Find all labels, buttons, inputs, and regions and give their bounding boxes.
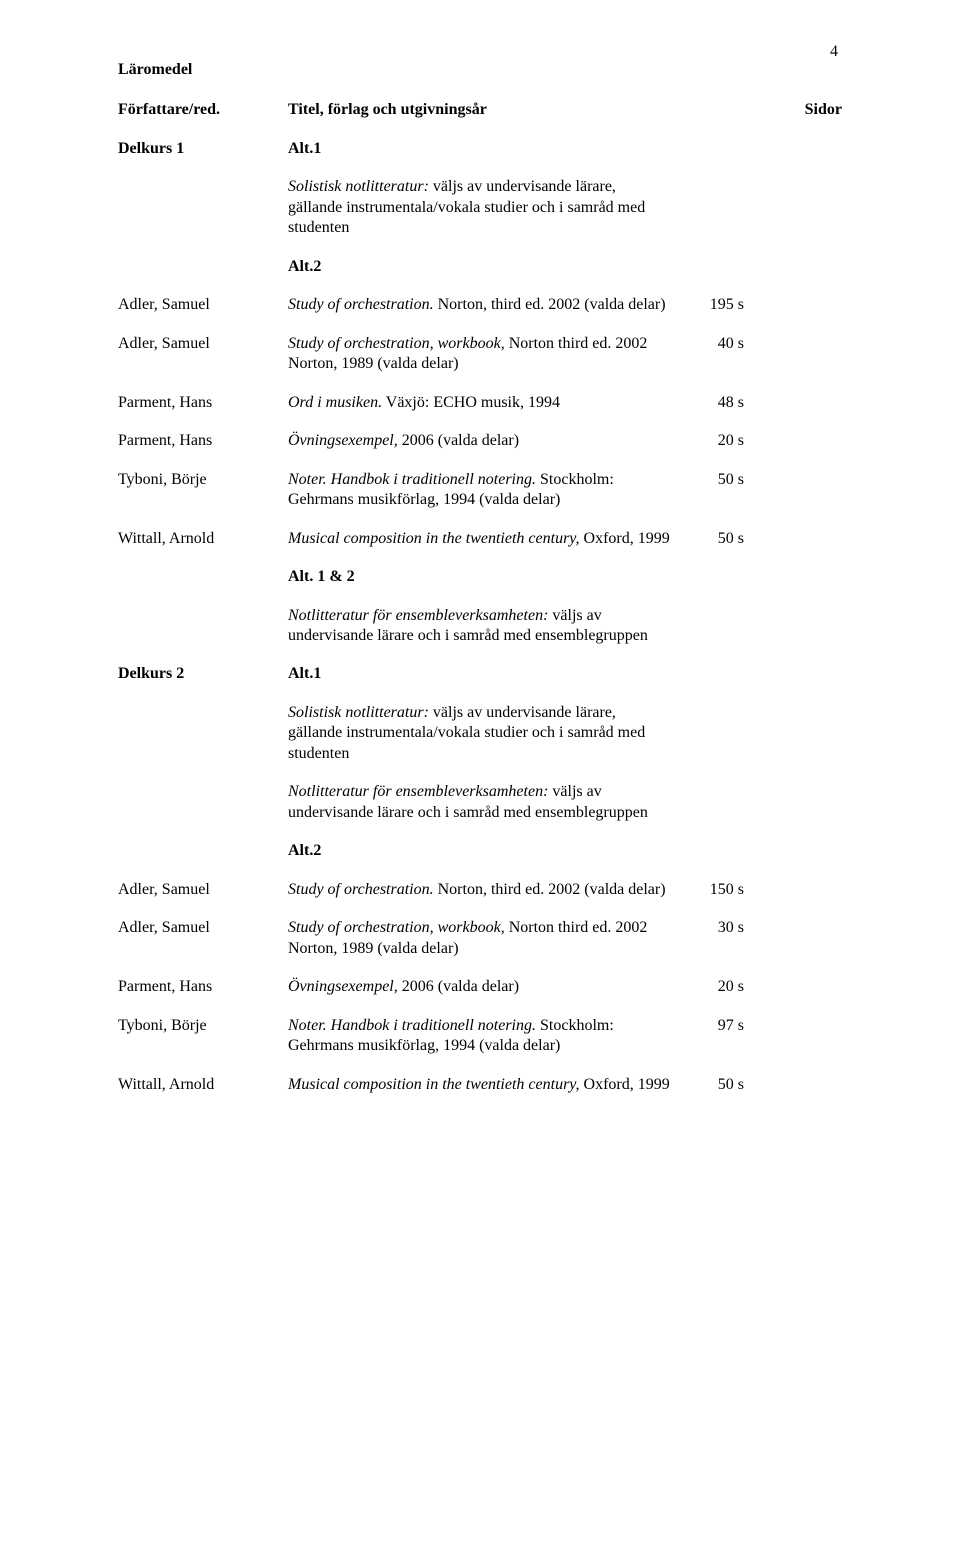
delkurs2-row: Delkurs 2 Alt.1 — [118, 664, 842, 684]
literature-row: Adler, SamuelStudy of orchestration, wor… — [118, 918, 842, 959]
col-header-title: Titel, förlag och utgivningsår — [288, 100, 786, 120]
author-cell: Parment, Hans — [118, 393, 288, 413]
title-italic: Study of orchestration, workbook, — [288, 919, 505, 936]
author-cell: Wittall, Arnold — [118, 1075, 288, 1095]
title-cell: Musical composition in the twentieth cen… — [288, 1075, 688, 1095]
literature-row: Parment, HansÖvningsexempel, 2006 (valda… — [118, 431, 842, 451]
title-italic: Study of orchestration. — [288, 881, 434, 898]
notlitt-prefix-2: Notlitteratur för ensembleverksamheten: — [288, 783, 548, 800]
title-italic: Övningsexempel, — [288, 432, 398, 449]
author-cell: Parment, Hans — [118, 431, 288, 451]
delkurs2-label: Delkurs 2 — [118, 664, 288, 684]
literature-row: Parment, HansÖvningsexempel, 2006 (valda… — [118, 977, 842, 997]
pages-cell: 20 s — [688, 431, 744, 451]
pages-cell: 195 s — [688, 295, 744, 315]
solistisk-prefix-2: Solistisk notlitteratur: — [288, 704, 429, 721]
title-cell: Study of orchestration, workbook, Norton… — [288, 918, 688, 959]
pages-cell: 20 s — [688, 977, 744, 997]
title-italic: Study of orchestration. — [288, 296, 434, 313]
alt12-label: Alt. 1 & 2 — [288, 567, 786, 587]
literature-row: Adler, SamuelStudy of orchestration. Nor… — [118, 295, 842, 315]
pages-cell: 150 s — [688, 880, 744, 900]
title-italic: Noter. Handbok i traditionell notering. — [288, 471, 536, 488]
title-cell: Study of orchestration, workbook, Norton… — [288, 334, 688, 375]
notlitt-block-2: Notlitteratur för ensembleverksamheten: … — [118, 782, 842, 823]
title-cell: Noter. Handbok i traditionell notering. … — [288, 1016, 688, 1057]
title-after: 2006 (valda delar) — [398, 978, 519, 995]
title-italic: Övningsexempel, — [288, 978, 398, 995]
alt1-label-2: Alt.1 — [288, 664, 786, 684]
section-heading: Läromedel Författare/red. Titel, förlag … — [118, 60, 842, 121]
delkurs1-label: Delkurs 1 — [118, 139, 288, 159]
author-cell: Tyboni, Börje — [118, 470, 288, 490]
literature-row: Wittall, ArnoldMusical composition in th… — [118, 529, 842, 549]
author-cell: Tyboni, Börje — [118, 1016, 288, 1036]
title-after: 2006 (valda delar) — [398, 432, 519, 449]
title-italic: Musical composition in the twentieth cen… — [288, 530, 580, 547]
title-after: Växjö: ECHO musik, 1994 — [382, 394, 560, 411]
title-cell: Övningsexempel, 2006 (valda delar) — [288, 977, 688, 997]
pages-cell: 50 s — [688, 470, 744, 490]
author-cell: Adler, Samuel — [118, 918, 288, 938]
title-cell: Ord i musiken. Växjö: ECHO musik, 1994 — [288, 393, 688, 413]
title-after: Norton, third ed. 2002 (valda delar) — [434, 881, 666, 898]
pages-cell: 30 s — [688, 918, 744, 938]
literature-row: Tyboni, BörjeNoter. Handbok i traditione… — [118, 1016, 842, 1057]
alt12-row: Alt. 1 & 2 — [118, 567, 842, 587]
title-cell: Noter. Handbok i traditionell notering. … — [288, 470, 688, 511]
notlitt-block-1: Notlitteratur för ensembleverksamheten: … — [118, 606, 842, 647]
literature-row: Adler, SamuelStudy of orchestration. Nor… — [118, 880, 842, 900]
page: 4 Läromedel Författare/red. Titel, förla… — [0, 0, 960, 1551]
title-after: Oxford, 1999 — [580, 1076, 670, 1093]
pages-cell: 50 s — [688, 529, 744, 549]
solistisk-prefix: Solistisk notlitteratur: — [288, 178, 429, 195]
literature-row: Parment, HansOrd i musiken. Växjö: ECHO … — [118, 393, 842, 413]
title-italic: Musical composition in the twentieth cen… — [288, 1076, 580, 1093]
literature-row: Tyboni, BörjeNoter. Handbok i traditione… — [118, 470, 842, 511]
title-after: Oxford, 1999 — [580, 530, 670, 547]
alt1-label: Alt.1 — [288, 139, 786, 159]
title-after: Norton, third ed. 2002 (valda delar) — [434, 296, 666, 313]
page-number: 4 — [830, 42, 838, 62]
alt2-label: Alt.2 — [288, 257, 786, 277]
notlitt-prefix: Notlitteratur för ensembleverksamheten: — [288, 607, 548, 624]
pages-cell: 48 s — [688, 393, 744, 413]
title-cell: Övningsexempel, 2006 (valda delar) — [288, 431, 688, 451]
title-cell: Study of orchestration. Norton, third ed… — [288, 295, 688, 315]
title-italic: Ord i musiken. — [288, 394, 382, 411]
literature-row: Wittall, ArnoldMusical composition in th… — [118, 1075, 842, 1095]
pages-cell: 50 s — [688, 1075, 744, 1095]
pages-cell: 40 s — [688, 334, 744, 354]
heading-laromedel: Läromedel — [118, 60, 842, 80]
pages-cell: 97 s — [688, 1016, 744, 1036]
title-cell: Musical composition in the twentieth cen… — [288, 529, 688, 549]
literature-row: Adler, SamuelStudy of orchestration, wor… — [118, 334, 842, 375]
solistisk-block-1: Solistisk notlitteratur: väljs av underv… — [118, 177, 842, 238]
title-italic: Study of orchestration, workbook, — [288, 335, 505, 352]
delkurs1-row: Delkurs 1 Alt.1 — [118, 139, 842, 159]
solistisk-block-2: Solistisk notlitteratur: väljs av underv… — [118, 703, 842, 764]
alt2-row-2: Alt.2 — [118, 841, 842, 861]
author-cell: Adler, Samuel — [118, 880, 288, 900]
title-cell: Study of orchestration. Norton, third ed… — [288, 880, 688, 900]
alt2-label-2: Alt.2 — [288, 841, 786, 861]
author-cell: Parment, Hans — [118, 977, 288, 997]
author-cell: Adler, Samuel — [118, 334, 288, 354]
alt2-row-1: Alt.2 — [118, 257, 842, 277]
author-cell: Adler, Samuel — [118, 295, 288, 315]
title-italic: Noter. Handbok i traditionell notering. — [288, 1017, 536, 1034]
col-header-pages: Sidor — [786, 100, 842, 120]
author-cell: Wittall, Arnold — [118, 529, 288, 549]
col-header-author: Författare/red. — [118, 100, 288, 120]
